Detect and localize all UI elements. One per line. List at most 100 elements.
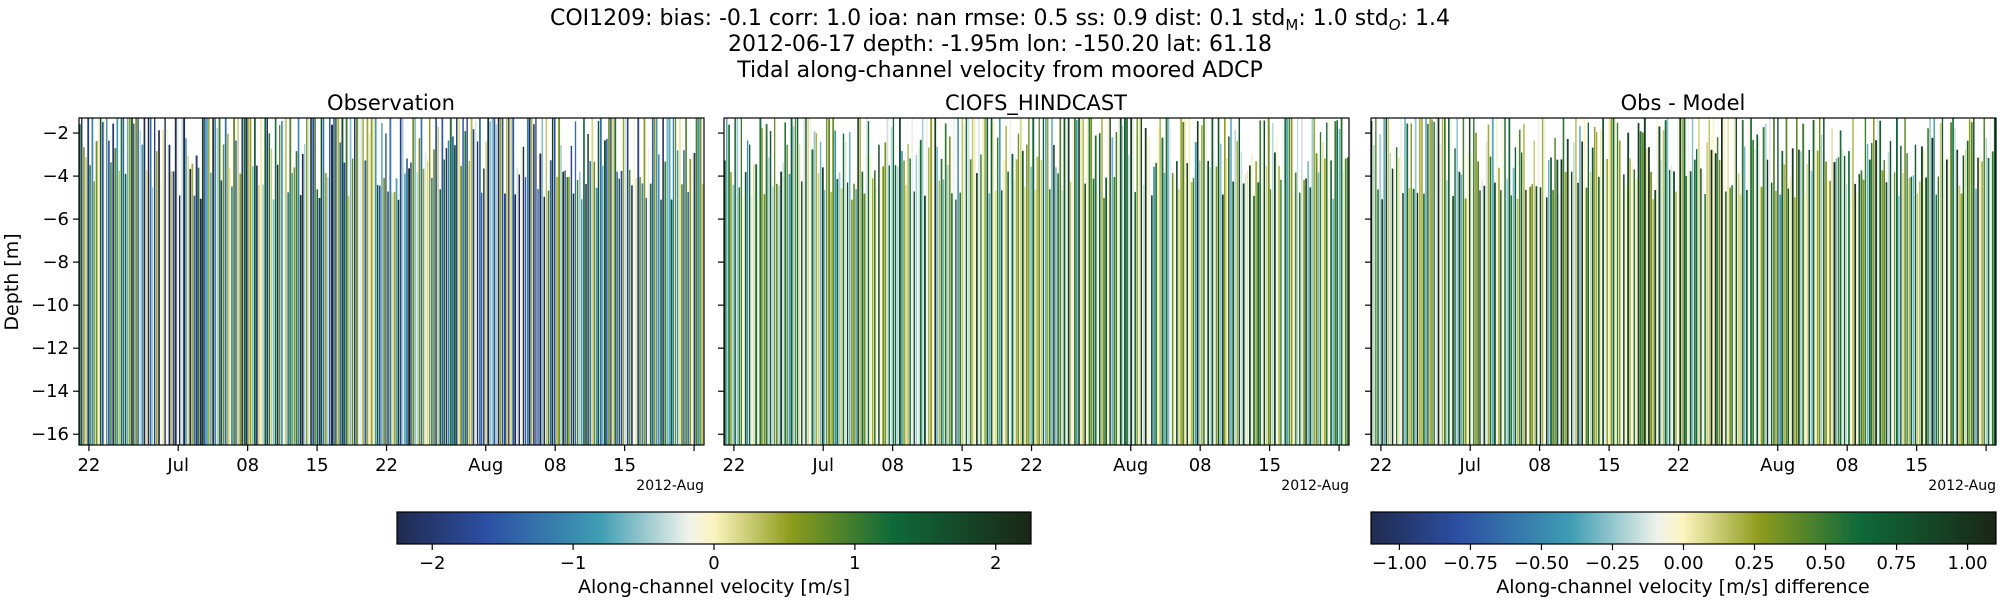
heatmap-stripe bbox=[321, 118, 323, 445]
heatmap-stripe bbox=[1339, 129, 1341, 445]
heatmap-stripe bbox=[1425, 118, 1427, 445]
x-tick-label: 15 bbox=[1905, 455, 1928, 476]
heatmap-stripe bbox=[912, 118, 913, 445]
heatmap-stripe bbox=[1686, 176, 1688, 445]
heatmap-stripe bbox=[458, 118, 460, 445]
heatmap-stripe bbox=[1411, 123, 1412, 445]
heatmap-stripe bbox=[1130, 118, 1132, 445]
heatmap-stripe bbox=[937, 147, 938, 445]
heatmap-stripe bbox=[1540, 187, 1541, 445]
heatmap-stripe bbox=[822, 167, 824, 445]
colorbar-tick-label: −0.75 bbox=[1443, 553, 1498, 574]
heatmap-stripe bbox=[1794, 197, 1796, 445]
heatmap-stripe bbox=[1386, 118, 1387, 445]
heatmap-stripe bbox=[575, 121, 576, 445]
heatmap-stripe bbox=[1218, 118, 1220, 445]
heatmap-stripe bbox=[957, 118, 959, 445]
heatmap-stripe bbox=[612, 118, 614, 445]
heatmap-stripe bbox=[1750, 118, 1752, 445]
heatmap-stripe bbox=[1634, 169, 1636, 445]
heatmap-stripe bbox=[1379, 134, 1381, 445]
heatmap-stripe bbox=[1066, 118, 1067, 445]
heatmap-stripe bbox=[1646, 149, 1648, 446]
heatmap-stripe bbox=[292, 173, 293, 445]
heatmap-stripe bbox=[1149, 137, 1150, 445]
heatmap-stripe bbox=[1992, 151, 1994, 445]
heatmap-stripe bbox=[1446, 180, 1448, 445]
panel-title: Obs - Model bbox=[1621, 91, 1746, 115]
heatmap-stripe bbox=[1022, 151, 1024, 445]
heatmap-stripe bbox=[633, 118, 634, 445]
heatmap-stripe bbox=[1925, 177, 1927, 445]
heatmap-stripe bbox=[398, 200, 399, 445]
heatmap-stripe bbox=[1971, 122, 1973, 445]
heatmap-stripe bbox=[759, 118, 761, 445]
heatmap-stripe bbox=[1388, 118, 1390, 445]
heatmap-stripe bbox=[400, 118, 402, 445]
heatmap-stripe bbox=[1884, 160, 1885, 445]
heatmap-stripe bbox=[1257, 182, 1259, 445]
heatmap-stripe bbox=[1940, 123, 1942, 445]
heatmap-stripe bbox=[87, 118, 89, 445]
heatmap-stripe bbox=[1199, 160, 1201, 445]
heatmap-stripe bbox=[1709, 120, 1711, 446]
heatmap-stripe bbox=[610, 118, 611, 445]
heatmap-stripe bbox=[1375, 118, 1376, 445]
heatmap-stripe bbox=[1005, 126, 1007, 445]
heatmap-stripe bbox=[880, 167, 882, 445]
heatmap-stripe bbox=[304, 144, 305, 445]
heatmap-stripe bbox=[1848, 151, 1850, 445]
heatmap-stripe bbox=[1854, 184, 1856, 445]
heatmap-stripe bbox=[1629, 159, 1631, 445]
heatmap-stripe bbox=[932, 118, 934, 445]
heatmap-stripe bbox=[1406, 124, 1408, 445]
heatmap-stripe bbox=[208, 118, 209, 445]
heatmap-stripe bbox=[1307, 161, 1309, 445]
heatmap-stripe bbox=[1746, 190, 1748, 445]
heatmap-stripe bbox=[1347, 157, 1348, 445]
heatmap-stripe bbox=[1444, 118, 1446, 445]
heatmap-stripe bbox=[1763, 127, 1765, 445]
heatmap-stripe bbox=[1521, 152, 1522, 445]
heatmap-stripe bbox=[248, 118, 250, 445]
heatmap-stripe bbox=[1469, 118, 1470, 445]
heatmap-stripe bbox=[1228, 136, 1229, 445]
heatmap-stripe bbox=[1561, 159, 1563, 445]
heatmap-stripe bbox=[1220, 144, 1222, 445]
heatmap-stripe bbox=[1191, 182, 1193, 445]
heatmap-stripe bbox=[194, 196, 196, 445]
heatmap-stripe bbox=[1681, 118, 1683, 445]
heatmap-stripe bbox=[1436, 118, 1438, 445]
heatmap-stripe bbox=[1341, 118, 1343, 445]
heatmap-stripe bbox=[1253, 196, 1255, 445]
heatmap-stripe bbox=[1172, 173, 1174, 445]
heatmap-stripe bbox=[1070, 182, 1071, 445]
heatmap-stripe bbox=[774, 118, 775, 445]
heatmap-stripe bbox=[1014, 181, 1016, 445]
heatmap-stripe bbox=[1255, 161, 1257, 445]
heatmap-stripe bbox=[148, 118, 149, 445]
heatmap-stripe bbox=[567, 177, 569, 445]
heatmap-stripe bbox=[496, 124, 497, 445]
heatmap-stripe bbox=[1303, 180, 1305, 445]
heatmap-stripe bbox=[1251, 153, 1253, 445]
heatmap-stripe bbox=[747, 140, 748, 445]
heatmap-stripe bbox=[1771, 183, 1772, 445]
heatmap-stripe bbox=[1759, 138, 1760, 445]
heatmap-stripe bbox=[1817, 151, 1819, 445]
heatmap-stripe bbox=[83, 147, 85, 445]
heatmap-stripe bbox=[1151, 195, 1153, 445]
heatmap-stripe bbox=[1981, 161, 1982, 445]
colorbar-tick-label: 0.25 bbox=[1734, 553, 1774, 574]
heatmap-stripe bbox=[1001, 190, 1002, 445]
heatmap-stripe bbox=[379, 186, 381, 445]
y-axis: −2−4−6−8−10−12−14−16 bbox=[31, 123, 79, 445]
heatmap-stripe bbox=[635, 178, 637, 445]
heatmap-stripe bbox=[978, 118, 980, 445]
heatmap-stripe bbox=[412, 118, 414, 445]
heatmap-stripe bbox=[1032, 118, 1034, 445]
heatmap-stripe bbox=[1950, 122, 1952, 445]
heatmap-stripe bbox=[914, 191, 915, 445]
heatmap-stripe bbox=[669, 118, 671, 445]
